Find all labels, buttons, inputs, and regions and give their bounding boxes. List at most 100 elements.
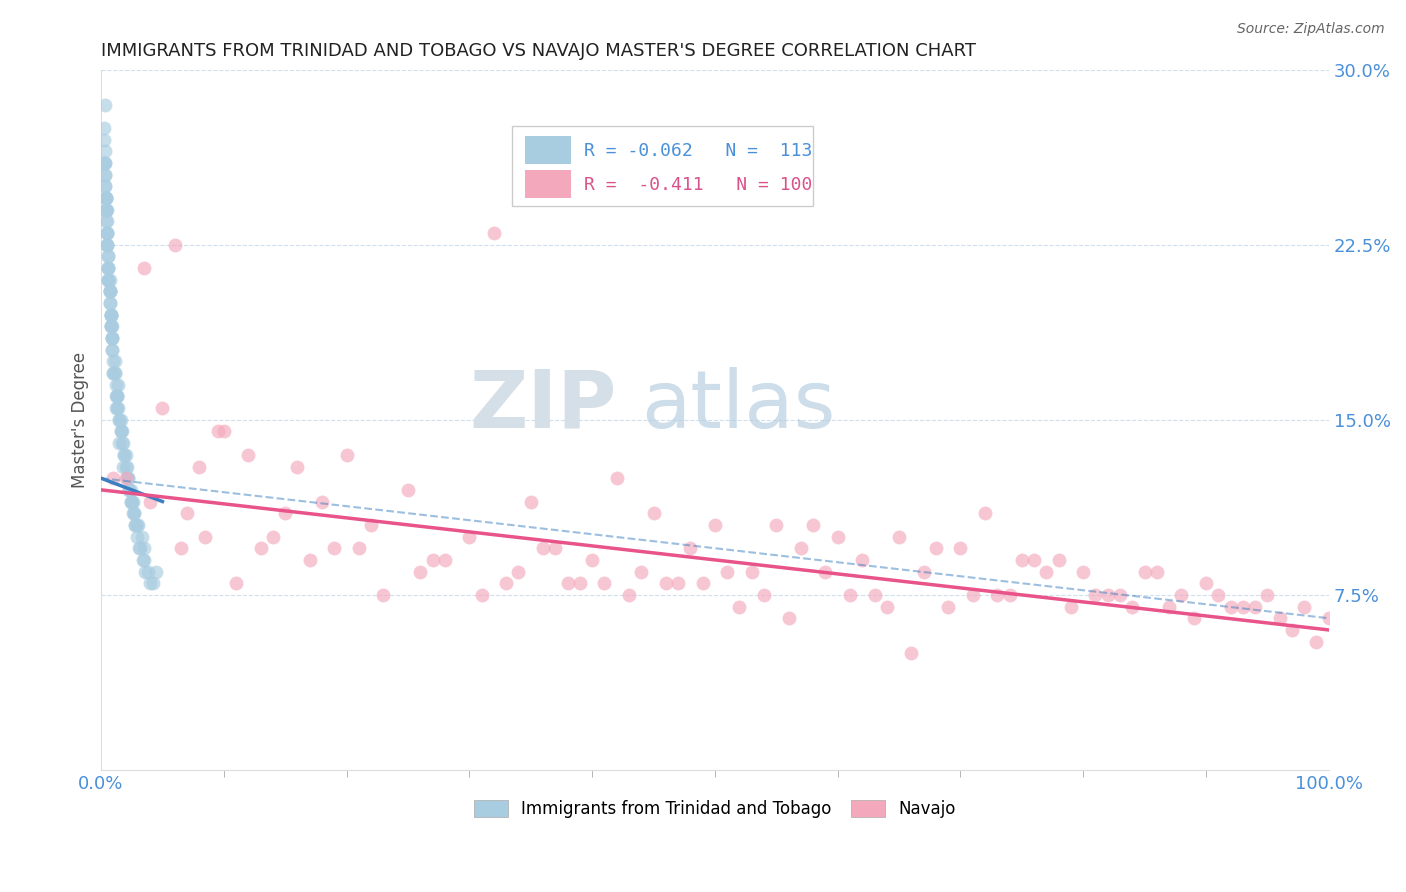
Point	[105, 389, 128, 403]
Point	[98, 285, 121, 299]
Point	[1182, 611, 1205, 625]
Point	[132, 553, 155, 567]
Point	[94, 191, 117, 205]
Point	[115, 459, 138, 474]
Point	[373, 588, 395, 602]
Point	[108, 413, 131, 427]
Point	[606, 471, 628, 485]
Point	[728, 599, 751, 614]
Point	[94, 191, 117, 205]
Point	[96, 237, 118, 252]
Point	[1047, 553, 1070, 567]
Point	[557, 576, 579, 591]
Y-axis label: Master's Degree: Master's Degree	[72, 351, 89, 488]
Point	[103, 354, 125, 368]
Point	[122, 494, 145, 508]
Point	[94, 202, 117, 217]
Point	[122, 506, 145, 520]
Point	[925, 541, 948, 556]
Point	[409, 565, 432, 579]
Point	[643, 506, 665, 520]
Point	[108, 436, 131, 450]
Point	[1035, 565, 1057, 579]
Point	[1060, 599, 1083, 614]
Point	[752, 588, 775, 602]
Point	[801, 517, 824, 532]
Point	[105, 389, 128, 403]
Point	[110, 413, 132, 427]
Point	[458, 530, 481, 544]
Point	[108, 413, 131, 427]
Point	[132, 541, 155, 556]
Point	[101, 331, 124, 345]
Point	[765, 517, 787, 532]
Point	[103, 471, 125, 485]
Point	[118, 483, 141, 497]
Point	[112, 448, 135, 462]
Point	[115, 471, 138, 485]
Point	[655, 576, 678, 591]
Point	[93, 97, 115, 112]
Point	[851, 553, 873, 567]
Point	[101, 319, 124, 334]
Point	[111, 425, 134, 439]
Point	[93, 145, 115, 159]
Point	[1133, 565, 1156, 579]
Point	[117, 471, 139, 485]
Point	[98, 296, 121, 310]
Point	[94, 191, 117, 205]
Point	[1146, 565, 1168, 579]
Point	[298, 553, 321, 567]
Legend: Immigrants from Trinidad and Tobago, Navajo: Immigrants from Trinidad and Tobago, Nav…	[468, 793, 962, 825]
Point	[105, 389, 128, 403]
Point	[323, 541, 346, 556]
Point	[107, 401, 129, 416]
Point	[225, 576, 247, 591]
Point	[120, 494, 142, 508]
Point	[142, 576, 165, 591]
Point	[96, 226, 118, 240]
Point	[129, 541, 152, 556]
Point	[145, 565, 167, 579]
Point	[93, 179, 115, 194]
Point	[1232, 599, 1254, 614]
Point	[495, 576, 517, 591]
Point	[433, 553, 456, 567]
Point	[124, 517, 146, 532]
Point	[1097, 588, 1119, 602]
Point	[311, 494, 333, 508]
Point	[104, 389, 127, 403]
Point	[1206, 588, 1229, 602]
Point	[127, 517, 149, 532]
Point	[1109, 588, 1132, 602]
Point	[97, 261, 120, 276]
Point	[103, 366, 125, 380]
Point	[96, 226, 118, 240]
Point	[170, 541, 193, 556]
Point	[1159, 599, 1181, 614]
Text: R = -0.062   N =  113: R = -0.062 N = 113	[583, 142, 811, 160]
Point	[120, 483, 142, 497]
Point	[778, 611, 800, 625]
Point	[110, 425, 132, 439]
Point	[97, 249, 120, 263]
Point	[93, 168, 115, 182]
Point	[1022, 553, 1045, 567]
Point	[188, 459, 211, 474]
Point	[1195, 576, 1218, 591]
Point	[593, 576, 616, 591]
Point	[100, 308, 122, 322]
Point	[519, 494, 541, 508]
Text: IMMIGRANTS FROM TRINIDAD AND TOBAGO VS NAVAJO MASTER'S DEGREE CORRELATION CHART: IMMIGRANTS FROM TRINIDAD AND TOBAGO VS N…	[101, 42, 976, 60]
Point	[581, 553, 603, 567]
Point	[96, 237, 118, 252]
Point	[100, 319, 122, 334]
Point	[97, 273, 120, 287]
Point	[1121, 599, 1143, 614]
Point	[93, 121, 115, 136]
Point	[422, 553, 444, 567]
Point	[1294, 599, 1316, 614]
Point	[100, 308, 122, 322]
Point	[630, 565, 652, 579]
Point	[100, 319, 122, 334]
